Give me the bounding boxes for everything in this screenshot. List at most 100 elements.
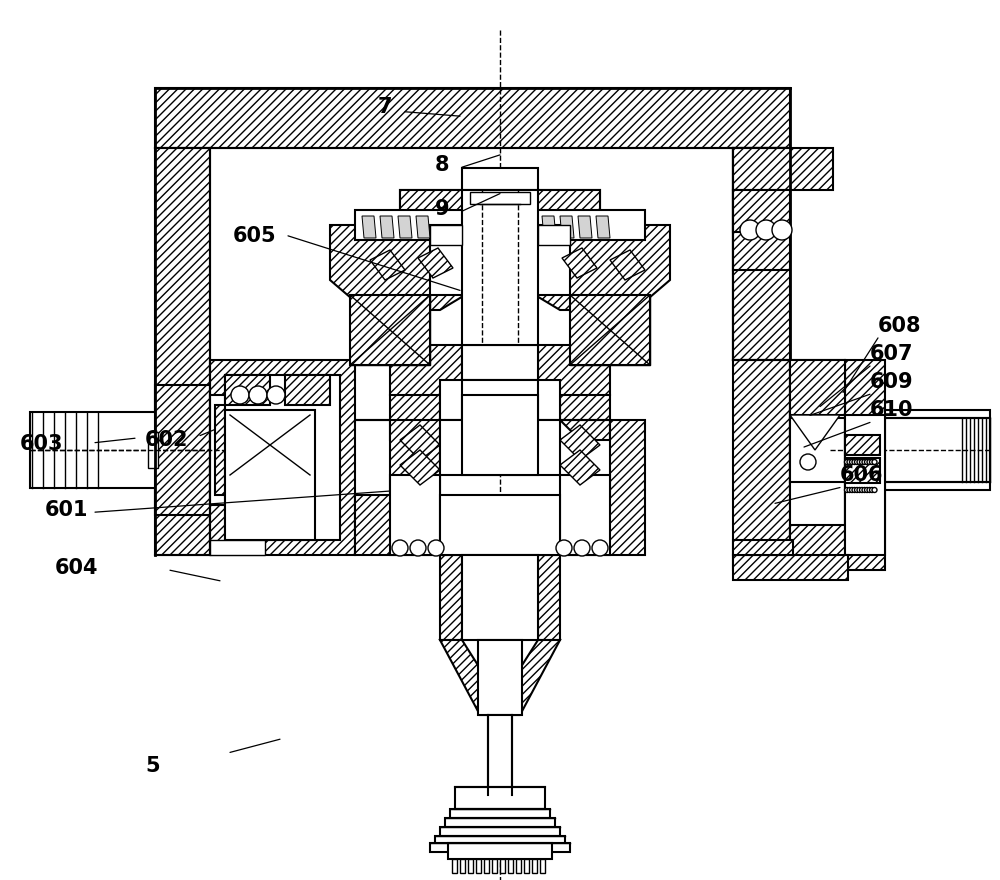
- Bar: [350, 295, 430, 365]
- Text: 604: 604: [55, 558, 98, 577]
- Polygon shape: [400, 450, 440, 485]
- Circle shape: [872, 488, 877, 493]
- Bar: [733, 190, 790, 270]
- Bar: [478, 640, 522, 715]
- Bar: [538, 225, 570, 245]
- Polygon shape: [560, 420, 645, 555]
- Bar: [210, 360, 355, 555]
- Circle shape: [867, 459, 872, 465]
- Bar: [508, 859, 513, 873]
- Circle shape: [862, 459, 867, 465]
- Bar: [845, 435, 880, 455]
- Circle shape: [864, 488, 870, 493]
- Circle shape: [847, 488, 852, 493]
- Polygon shape: [370, 250, 405, 280]
- Bar: [430, 843, 570, 852]
- Bar: [733, 540, 793, 555]
- Bar: [430, 225, 462, 245]
- Bar: [225, 410, 315, 540]
- Circle shape: [850, 488, 854, 493]
- Circle shape: [574, 540, 590, 556]
- Bar: [462, 395, 538, 475]
- Polygon shape: [560, 395, 610, 440]
- Bar: [30, 412, 215, 488]
- Bar: [492, 859, 497, 873]
- Bar: [532, 859, 537, 873]
- Text: 605: 605: [233, 226, 277, 246]
- Circle shape: [860, 488, 864, 493]
- Text: 606: 606: [840, 466, 884, 485]
- Bar: [560, 475, 610, 555]
- Bar: [535, 210, 645, 240]
- Text: 9: 9: [435, 199, 450, 218]
- Polygon shape: [398, 216, 412, 238]
- Bar: [400, 190, 600, 225]
- Bar: [845, 458, 880, 483]
- Circle shape: [864, 459, 870, 465]
- Polygon shape: [440, 640, 560, 715]
- Bar: [733, 148, 833, 190]
- Bar: [455, 787, 545, 809]
- Bar: [355, 210, 465, 240]
- Polygon shape: [362, 216, 376, 238]
- Circle shape: [800, 454, 816, 470]
- Polygon shape: [790, 415, 840, 450]
- Bar: [790, 410, 990, 490]
- Bar: [845, 360, 885, 570]
- Text: 607: 607: [870, 344, 914, 363]
- Text: 610: 610: [870, 400, 914, 420]
- Polygon shape: [596, 216, 610, 238]
- Bar: [215, 405, 245, 495]
- Polygon shape: [560, 425, 600, 460]
- Circle shape: [267, 386, 285, 404]
- Bar: [460, 859, 465, 873]
- Circle shape: [854, 488, 860, 493]
- Bar: [450, 809, 550, 818]
- Circle shape: [556, 540, 572, 556]
- Bar: [445, 818, 555, 827]
- Polygon shape: [210, 395, 245, 505]
- Bar: [790, 418, 990, 482]
- Bar: [155, 385, 210, 515]
- Bar: [155, 148, 210, 555]
- Polygon shape: [562, 248, 597, 278]
- Polygon shape: [535, 225, 670, 310]
- Circle shape: [410, 540, 426, 556]
- Bar: [733, 555, 848, 580]
- Circle shape: [870, 488, 874, 493]
- Circle shape: [857, 488, 862, 493]
- Bar: [733, 360, 790, 570]
- Bar: [462, 345, 538, 400]
- Polygon shape: [355, 420, 440, 555]
- Bar: [285, 375, 330, 405]
- Text: 601: 601: [45, 501, 88, 520]
- Polygon shape: [542, 216, 556, 238]
- Bar: [452, 859, 457, 873]
- Bar: [484, 859, 489, 873]
- Circle shape: [756, 220, 776, 240]
- Bar: [448, 843, 552, 859]
- Circle shape: [850, 459, 854, 465]
- Bar: [790, 360, 845, 415]
- Polygon shape: [418, 248, 453, 278]
- Circle shape: [862, 488, 867, 493]
- Bar: [462, 555, 538, 640]
- Bar: [440, 380, 560, 420]
- Text: 603: 603: [20, 435, 64, 454]
- Bar: [430, 225, 570, 295]
- Bar: [524, 859, 529, 873]
- Text: 602: 602: [145, 430, 188, 450]
- Text: 5: 5: [145, 756, 160, 775]
- Bar: [215, 418, 237, 482]
- Polygon shape: [538, 345, 610, 400]
- Bar: [210, 540, 265, 555]
- Bar: [462, 190, 538, 345]
- Bar: [570, 295, 650, 365]
- Bar: [733, 148, 790, 360]
- Polygon shape: [330, 225, 465, 310]
- Circle shape: [428, 540, 444, 556]
- Circle shape: [249, 386, 267, 404]
- Polygon shape: [560, 216, 574, 238]
- Polygon shape: [610, 250, 645, 280]
- Polygon shape: [578, 216, 592, 238]
